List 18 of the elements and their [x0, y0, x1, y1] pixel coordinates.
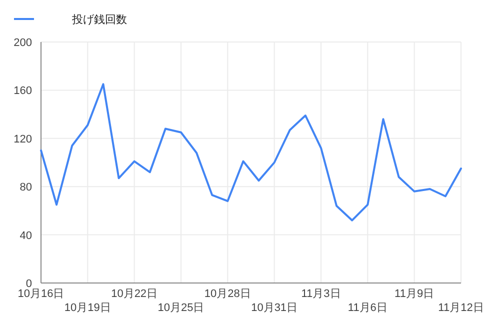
y-tick-label: 0: [26, 278, 32, 290]
x-tick-label: 10月31日: [251, 302, 298, 314]
x-tick-label: 10月22日: [111, 288, 158, 300]
x-tick-label: 11月9日: [394, 288, 434, 300]
y-tick-label: 40: [20, 230, 32, 242]
x-tick-label: 10月19日: [64, 302, 111, 314]
x-tick-label: 11月12日: [438, 302, 484, 314]
x-tick-label: 10月16日: [18, 288, 64, 300]
y-tick-label: 80: [20, 182, 32, 194]
x-tick-label: 10月28日: [204, 288, 251, 300]
line-series: [40, 83, 462, 222]
y-tick-label: 160: [14, 85, 32, 98]
x-tick-label: 10月25日: [158, 302, 204, 314]
x-tick-label: 11月6日: [348, 302, 388, 314]
x-tick-label: 11月3日: [301, 288, 341, 300]
y-tick-label: 200: [14, 37, 32, 49]
y-tick-label: 120: [14, 133, 32, 146]
text: 投げ銭回数: [71, 14, 127, 26]
